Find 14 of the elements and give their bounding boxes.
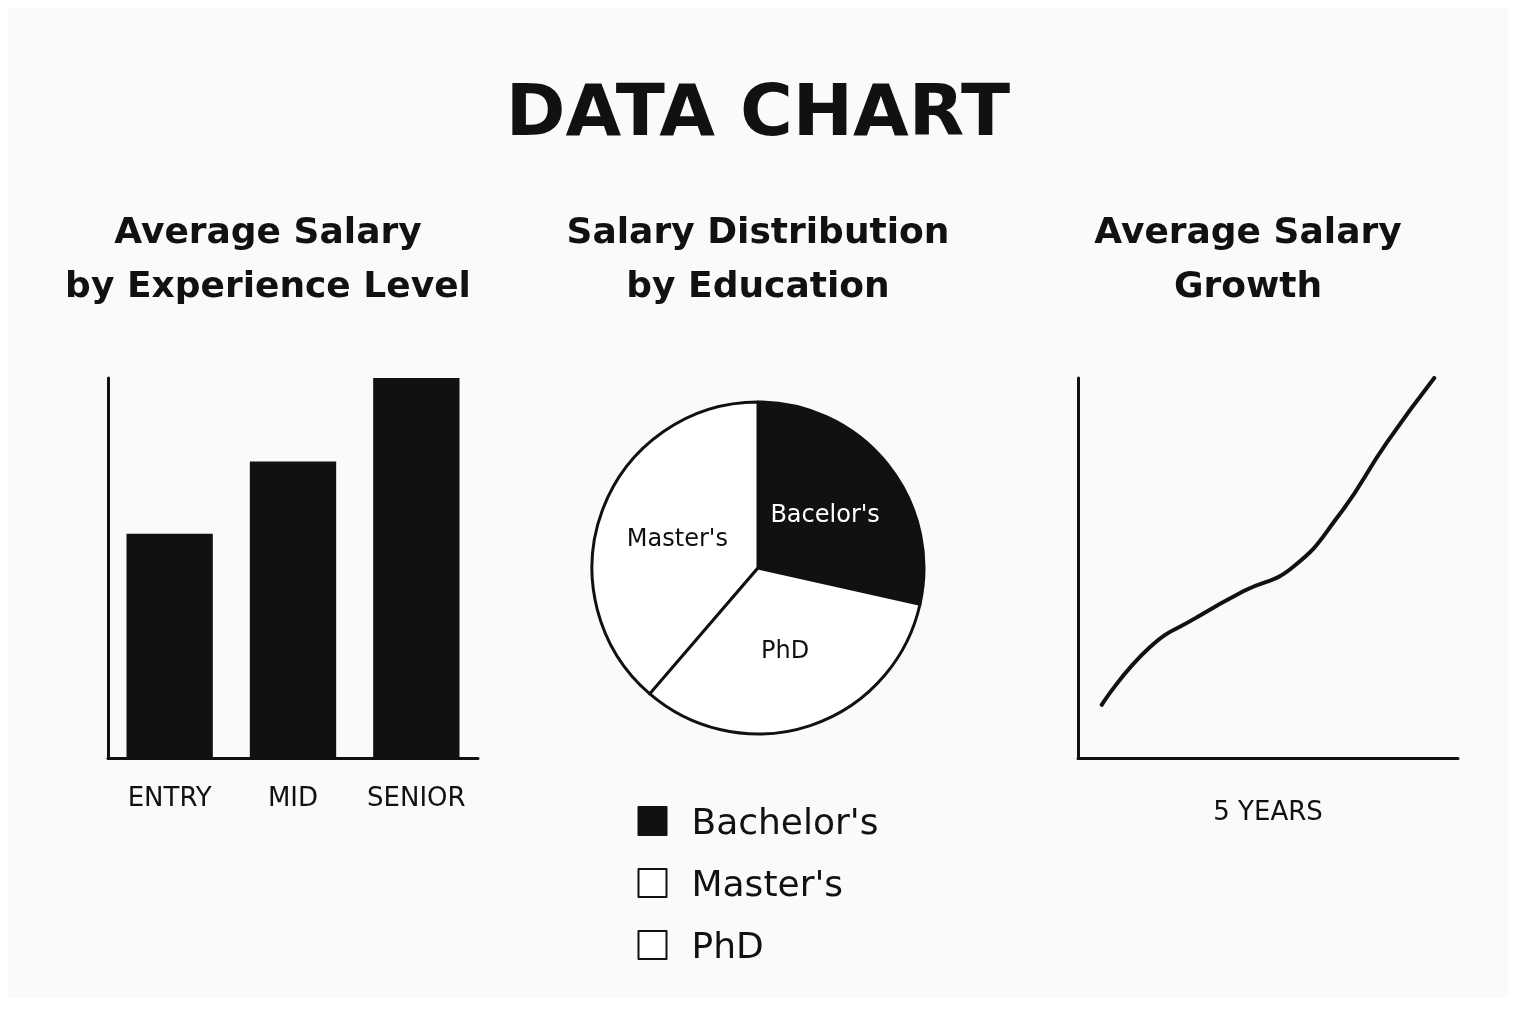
x-tick-label: MID — [267, 782, 319, 812]
legend-label: Master's — [691, 862, 844, 904]
chart-title: Average Salary by Experience Level — [65, 209, 471, 305]
legend-label: Bachelor's — [691, 800, 879, 842]
legend-label: PhD — [691, 924, 764, 966]
x-tick-label: ENTRY — [127, 782, 212, 812]
data-label: Master's — [626, 524, 728, 553]
data-label: PhD — [761, 635, 810, 664]
x-tick-label: SENIOR — [367, 782, 466, 812]
data-label: Bacelor's — [770, 500, 880, 529]
chart-title: Salary Distribution by Education — [566, 209, 950, 305]
chart-title: Average Salary Growth — [1094, 209, 1402, 305]
x-axis-title: 5 YEARS — [1213, 796, 1323, 826]
text: DATA CHART — [504, 67, 1012, 154]
